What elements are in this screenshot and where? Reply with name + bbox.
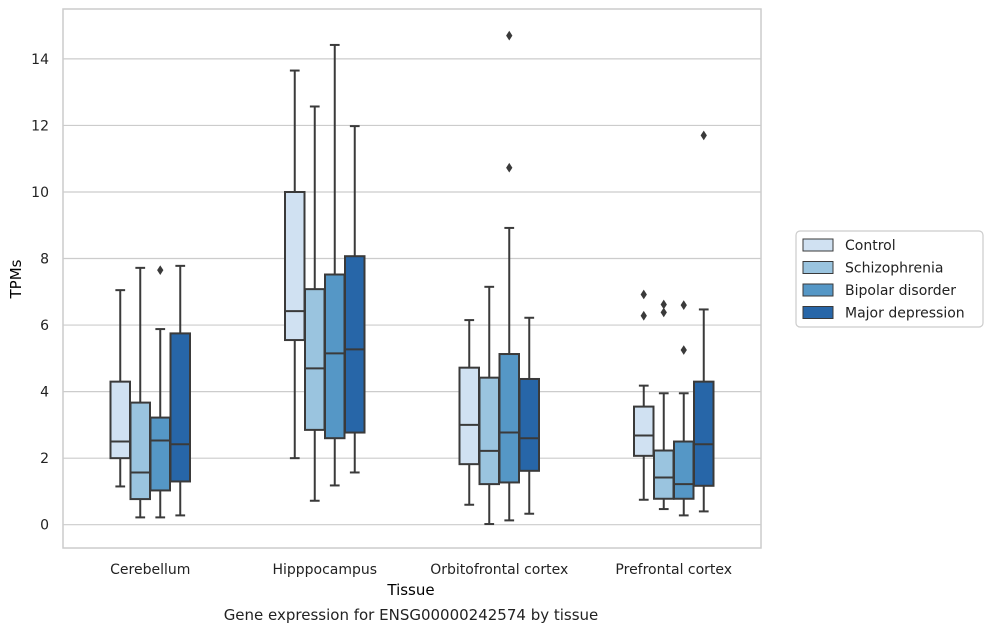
box-body bbox=[129, 401, 151, 501]
x-tick-label: Cerebellum bbox=[110, 562, 190, 578]
box-0-0 bbox=[109, 289, 131, 488]
outlier-marker bbox=[640, 289, 647, 300]
y-tick-label: 2 bbox=[40, 451, 49, 467]
box-2-3 bbox=[673, 300, 695, 517]
outlier-marker bbox=[506, 162, 513, 173]
plot-frame bbox=[62, 8, 762, 549]
box-body bbox=[673, 440, 695, 500]
box-body bbox=[284, 190, 306, 342]
legend-swatch bbox=[802, 238, 834, 252]
x-tick-label: Hipppocampus bbox=[272, 562, 377, 578]
box-3-2 bbox=[518, 316, 540, 515]
legend-label: Control bbox=[845, 238, 896, 254]
x-tick-label: Orbitofrontal cortex bbox=[430, 562, 568, 578]
outlier-marker bbox=[660, 299, 667, 310]
outlier-marker bbox=[660, 307, 667, 318]
outlier-marker bbox=[157, 265, 164, 276]
box-3-3 bbox=[693, 130, 715, 513]
box-2-2 bbox=[498, 30, 520, 522]
box-body bbox=[169, 332, 191, 483]
box-2-0 bbox=[149, 265, 171, 519]
box-body bbox=[324, 273, 346, 440]
x-tick-labels: Cerebellum Hipppocampus Orbitofrontal cort… bbox=[110, 562, 732, 578]
outlier-marker bbox=[506, 30, 513, 41]
box-body bbox=[693, 380, 715, 487]
box-body bbox=[518, 377, 540, 472]
legend-label: Schizophrenia bbox=[845, 261, 943, 277]
box-body bbox=[304, 288, 326, 431]
box-3-0 bbox=[169, 264, 191, 517]
figure-caption: Gene expression for ENSG00000242574 by t… bbox=[223, 606, 599, 624]
y-axis-label: TPMs bbox=[7, 259, 25, 299]
outlier-marker bbox=[680, 300, 687, 310]
outlier-marker bbox=[640, 310, 647, 321]
box-0-2 bbox=[458, 319, 480, 506]
legend: Control Schizophrenia Bipolar disorder Majo… bbox=[795, 230, 984, 328]
box-0-3 bbox=[633, 289, 655, 501]
y-tick-label: 12 bbox=[31, 118, 49, 134]
y-tick-label: 8 bbox=[40, 252, 49, 268]
legend-label: Bipolar disorder bbox=[845, 283, 956, 299]
y-tick-label: 14 bbox=[31, 52, 49, 68]
legend-swatch bbox=[802, 283, 834, 297]
x-axis-label: Tissue bbox=[386, 581, 434, 599]
box-groups bbox=[109, 30, 715, 526]
legend-frame bbox=[795, 230, 984, 328]
legend-swatch bbox=[802, 261, 834, 274]
outlier-marker bbox=[700, 130, 707, 141]
legend-label: Major depression bbox=[845, 306, 965, 322]
x-tick-label: Prefrontal cortex bbox=[615, 562, 732, 578]
box-1-0 bbox=[129, 266, 151, 519]
y-tick-label: 6 bbox=[40, 318, 49, 334]
box-body bbox=[478, 376, 500, 486]
y-tick-label: 0 bbox=[40, 518, 49, 534]
box-1-3 bbox=[653, 299, 675, 511]
box-body bbox=[109, 380, 131, 460]
box-3-1 bbox=[344, 125, 366, 474]
box-body bbox=[498, 353, 520, 484]
y-tick-labels: 0 2 4 6 8 10 12 14 bbox=[31, 52, 49, 534]
box-0-1 bbox=[284, 69, 306, 460]
box-1-2 bbox=[478, 285, 500, 526]
box-body bbox=[344, 255, 366, 434]
box-body bbox=[149, 416, 171, 492]
box-1-1 bbox=[304, 105, 326, 502]
legend-swatch bbox=[802, 306, 834, 319]
box-body bbox=[653, 449, 675, 500]
box-body bbox=[633, 405, 655, 457]
y-tick-label: 4 bbox=[40, 385, 49, 401]
outlier-marker bbox=[680, 345, 687, 355]
box-body bbox=[458, 366, 480, 466]
y-tick-label: 10 bbox=[31, 185, 49, 201]
box-2-1 bbox=[324, 43, 346, 487]
